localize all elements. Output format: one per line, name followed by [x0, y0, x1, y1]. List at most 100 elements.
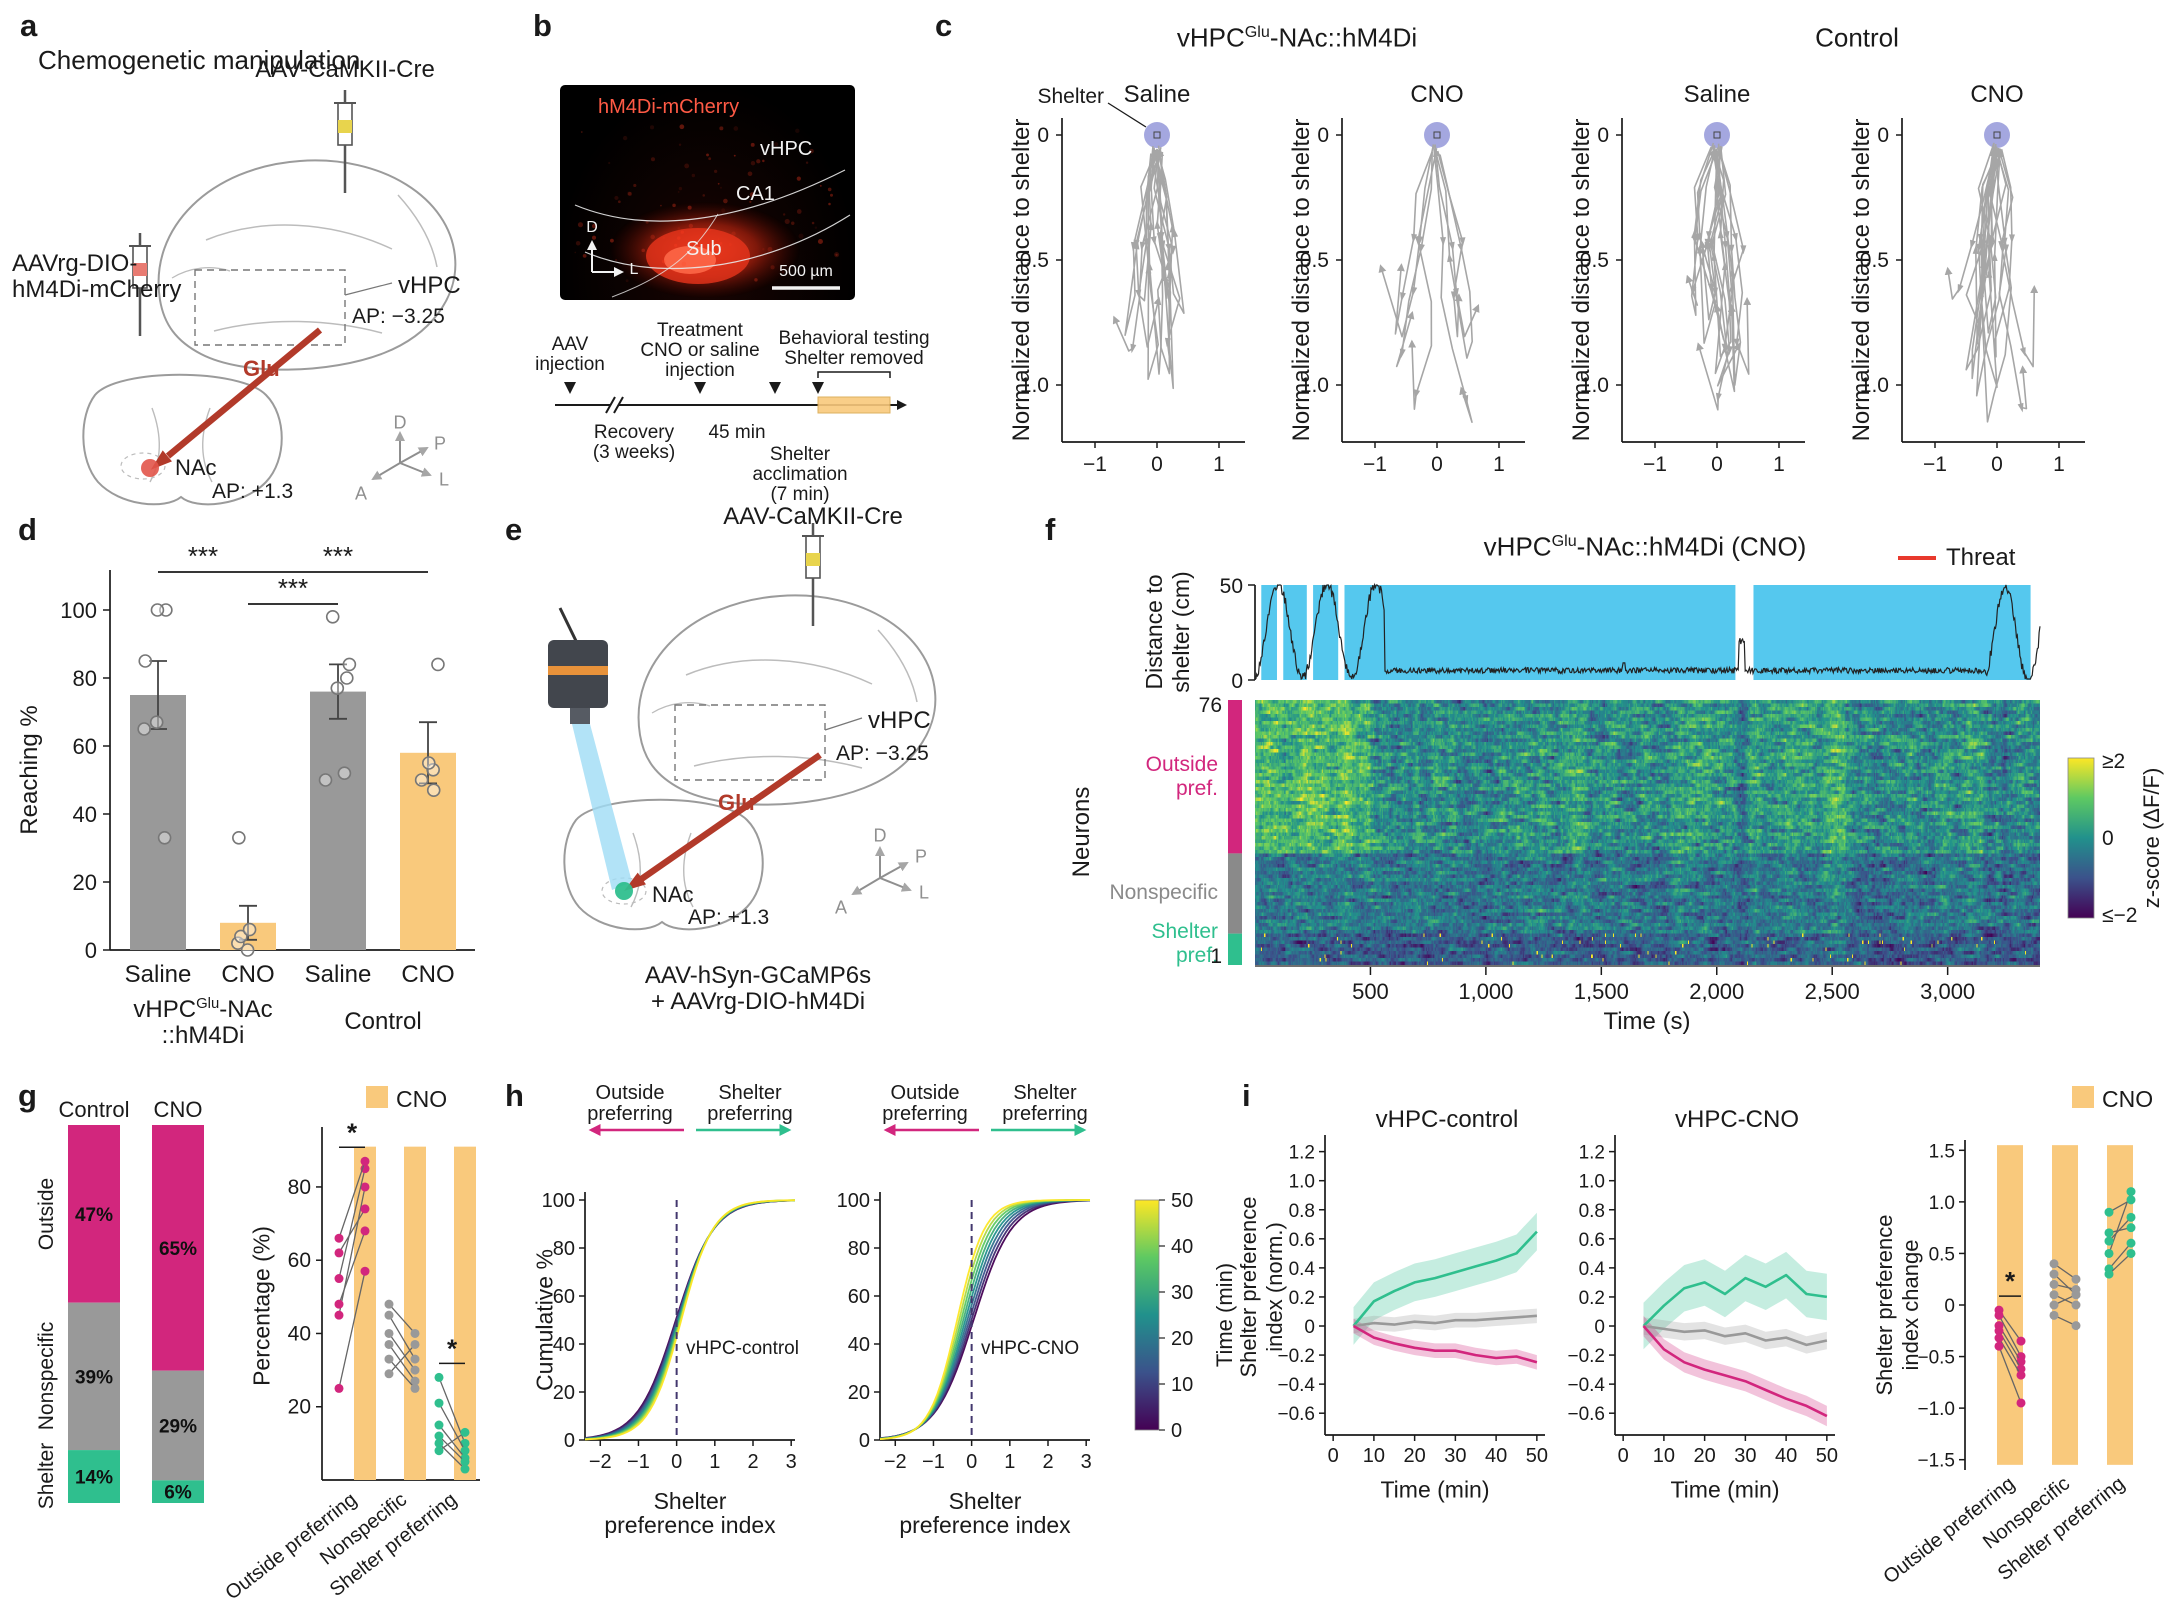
graphic-shape	[796, 209, 802, 214]
tick-label: 100	[60, 598, 97, 623]
trajectory-path	[1711, 145, 1741, 387]
data-point	[1994, 1326, 2004, 1336]
data-point	[334, 1233, 344, 1243]
stacked-segment	[68, 1450, 120, 1503]
graphic-shape	[817, 371, 891, 378]
stacked-segment	[68, 1302, 120, 1451]
data-point	[234, 929, 248, 944]
pair-line	[1998, 1346, 2022, 1404]
graphic-shape	[641, 248, 646, 253]
activity-heatmap	[1255, 700, 2040, 965]
data-point	[2049, 1269, 2059, 1279]
cno-legend-label-g: CNO	[396, 1086, 448, 1112]
graphic-shape	[630, 832, 641, 908]
group-nonspecific-label: Nonspecific	[1109, 881, 1218, 904]
tick-label: 2	[747, 1451, 758, 1473]
ylabel-traj-1: Normalized distance to shelter	[1008, 118, 1035, 442]
xlabel-time-min-2: Time (min)	[1670, 1476, 1780, 1503]
panel-a-title: Chemogenetic manipulation	[38, 45, 361, 75]
threat-legend-swatch	[1898, 556, 1936, 560]
graphic-shape	[795, 128, 800, 134]
xlabel-time-s: Time (s)	[1603, 1008, 1691, 1035]
graphic-shape	[577, 222, 584, 228]
graphic-shape	[645, 220, 649, 224]
panel-c-group1-title: vHPCGlu-NAc::hM4Di	[1177, 23, 1417, 54]
trajectory-path	[1711, 147, 1742, 386]
tick-label: 0	[1594, 1317, 1605, 1338]
hm4di-mcherry-image-label: hM4Di-mCherry	[598, 96, 740, 118]
trajectory-path	[1150, 147, 1174, 390]
tick-label: 0	[671, 1451, 682, 1473]
graphic-shape	[691, 173, 696, 178]
group-label-text: vHPC	[133, 996, 197, 1023]
ylabel-line: shelter (cm)	[1168, 571, 1194, 693]
graphic-shape	[614, 258, 618, 262]
i-title-cno: vHPC-CNO	[1675, 1106, 1799, 1133]
trajectory-path	[1436, 150, 1464, 338]
data-point	[384, 1354, 394, 1364]
cdf-curve	[584, 1199, 795, 1440]
cno-band	[354, 1146, 376, 1480]
shelter-occupancy-shading	[1344, 585, 1736, 680]
stacked-segment	[152, 1480, 204, 1503]
graphic-shape	[782, 213, 786, 216]
data-point	[460, 1457, 470, 1467]
tick-label: 0.5	[1860, 249, 1889, 272]
graphic-shape	[133, 263, 147, 276]
trajectory-path	[1690, 146, 1716, 316]
timeline-event-arrow	[694, 382, 706, 394]
graphic-shape	[678, 186, 683, 191]
graphic-shape	[1713, 131, 1721, 139]
graphic-shape	[770, 265, 775, 270]
arrowhead-icon	[1130, 241, 1137, 252]
tick-label: 0	[1431, 453, 1443, 476]
scale-bar-label: 500 µm	[779, 263, 833, 280]
vhpc-dashed-box	[194, 269, 346, 346]
trajectory-path	[1696, 142, 1717, 321]
graphic-shape	[750, 160, 756, 166]
arrowhead-icon	[1411, 233, 1418, 244]
timeline-treat-line1: Treatment	[657, 320, 743, 341]
tick-label: 0.2	[1579, 1288, 1605, 1309]
panel-c-letter: c	[935, 8, 953, 43]
timeline-event-arrow	[812, 382, 824, 394]
data-point	[2049, 1259, 2059, 1269]
timeline-acclimation-line2: acclimation	[752, 464, 848, 485]
tick-label: 20	[288, 1396, 311, 1419]
graphic-shape	[719, 241, 723, 245]
axis-d-label-b: D	[586, 219, 598, 236]
tick-label: 10	[1653, 1445, 1675, 1467]
data-point	[360, 1182, 370, 1192]
data-point	[460, 1446, 470, 1456]
data-point	[384, 1339, 394, 1349]
graphic-shape	[723, 198, 728, 204]
graphic-shape	[399, 447, 429, 464]
tick-label: 10	[1171, 1374, 1193, 1396]
arrowhead-icon	[1957, 284, 1964, 294]
group2-label: Control	[344, 1008, 422, 1035]
tick-label: 0.5	[1929, 1244, 1955, 1265]
cdf-annotation-control: vHPC-control	[686, 1338, 799, 1359]
cno-band	[1997, 1145, 2023, 1465]
pair-line	[438, 1435, 466, 1463]
tick-label: 60	[73, 734, 97, 759]
data-point	[360, 1156, 370, 1166]
graphic-shape	[693, 755, 863, 769]
trajectory-path	[1971, 145, 2001, 380]
graphic-shape	[683, 832, 694, 908]
tick-label: 0	[1037, 124, 1049, 147]
timecourse-line	[1642, 1325, 1828, 1418]
graphic-shape	[205, 224, 393, 250]
behavioral-testing-window	[817, 396, 891, 414]
arrowhead-icon	[2019, 347, 2026, 357]
tick-label: 2,000	[1689, 979, 1744, 1004]
ap-nac-label-a: AP: +1.3	[212, 480, 294, 503]
tick-label: 2,500	[1805, 979, 1860, 1004]
tick-label: 20	[73, 870, 97, 895]
tick-label: 0	[1231, 670, 1243, 693]
tick-label: 0	[1304, 1317, 1315, 1338]
data-point	[2126, 1187, 2136, 1197]
tick-label: 0	[1618, 1445, 1629, 1467]
tick-label: 60	[553, 1286, 575, 1308]
arrowhead-icon	[1399, 348, 1406, 358]
